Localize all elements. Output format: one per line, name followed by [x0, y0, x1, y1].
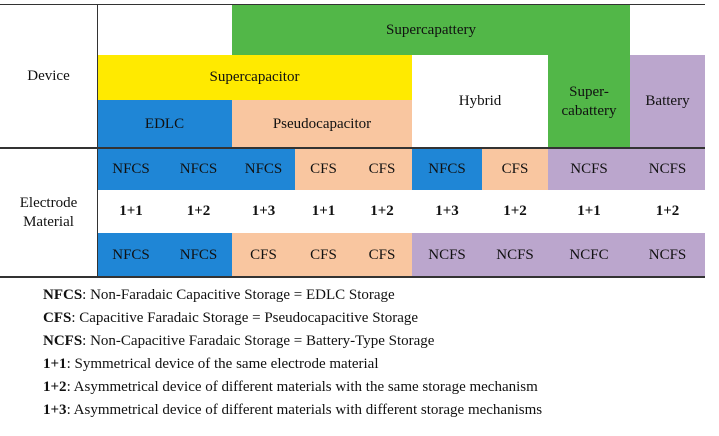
electrode-label: Electrode Material — [19, 194, 78, 230]
legend-line: 1+2: Asymmetrical device of different ma… — [43, 379, 538, 396]
material-cell: NCFS — [482, 233, 548, 277]
material-cell: 1+1 — [119, 203, 143, 220]
battery-cell: Battery — [630, 55, 705, 148]
material-cell: CFS — [232, 233, 295, 277]
material-cell: NFCS — [97, 148, 165, 190]
material-cell: CFS — [352, 233, 412, 277]
supercabattery-cell: Super- cabattery — [548, 55, 630, 148]
material-cell: NCFS — [548, 148, 630, 190]
material-cell: NFCS — [232, 148, 295, 190]
material-cell: 1+3 — [251, 203, 276, 220]
material-cell: 1+2 — [370, 203, 394, 220]
material-cell: 1+2 — [503, 203, 527, 220]
legend-line: 1+1: Symmetrical device of the same elec… — [43, 356, 379, 373]
material-cell: CFS — [295, 148, 352, 190]
hybrid-cell: Hybrid — [458, 93, 502, 110]
rule — [0, 147, 705, 149]
legend-term: CFS — [43, 310, 72, 326]
rule — [0, 4, 705, 5]
legend-text: : Non-Capacitive Faradaic Storage = Batt… — [82, 333, 435, 349]
legend-text: : Asymmetrical device of different mater… — [66, 402, 543, 418]
legend-term: NCFS — [43, 333, 83, 349]
legend-term: 1+1 — [43, 356, 67, 372]
material-cell: 1+2 — [186, 203, 211, 220]
legend-line: NCFS: Non-Capacitive Faradaic Storage = … — [43, 333, 434, 350]
legend-term: NFCS — [43, 287, 83, 303]
material-cell: NFCS — [97, 233, 165, 277]
rule — [97, 5, 98, 277]
material-cell: CFS — [482, 148, 548, 190]
material-cell: NFCS — [412, 148, 482, 190]
material-cell: NCFS — [630, 148, 705, 190]
legend-text: : Asymmetrical device of different mater… — [66, 379, 538, 395]
material-cell: 1+1 — [577, 203, 601, 220]
legend-term: 1+3 — [43, 402, 67, 418]
device-label: Device — [27, 68, 70, 85]
legend-line: CFS: Capacitive Faradaic Storage = Pseud… — [43, 310, 418, 327]
legend-line: NFCS: Non-Faradaic Capacitive Storage = … — [43, 287, 395, 304]
material-cell: 1+2 — [655, 203, 680, 220]
supercapacitor-cell: Supercapacitor — [97, 55, 412, 100]
material-cell: CFS — [352, 148, 412, 190]
material-cell: NCFS — [412, 233, 482, 277]
material-cell: NFCS — [165, 148, 232, 190]
legend-text: : Non-Faradaic Capacitive Storage = EDLC… — [82, 287, 395, 303]
material-cell: NCFS — [630, 233, 705, 277]
legend-text: : Capacitive Faradaic Storage = Pseudoca… — [71, 310, 419, 326]
legend-line: 1+3: Asymmetrical device of different ma… — [43, 402, 542, 419]
supercapattery-cell: Supercapattery — [232, 5, 630, 55]
material-cell: 1+1 — [311, 203, 336, 220]
edlc-cell: EDLC — [97, 100, 232, 148]
legend-term: 1+2 — [43, 379, 67, 395]
material-cell: 1+3 — [435, 203, 459, 220]
rule — [0, 276, 705, 278]
material-cell: NFCS — [165, 233, 232, 277]
material-cell: CFS — [295, 233, 352, 277]
legend-text: : Symmetrical device of the same electro… — [66, 356, 379, 372]
material-cell: NCFC — [548, 233, 630, 277]
pseudocapacitor-cell: Pseudocapacitor — [232, 100, 412, 148]
